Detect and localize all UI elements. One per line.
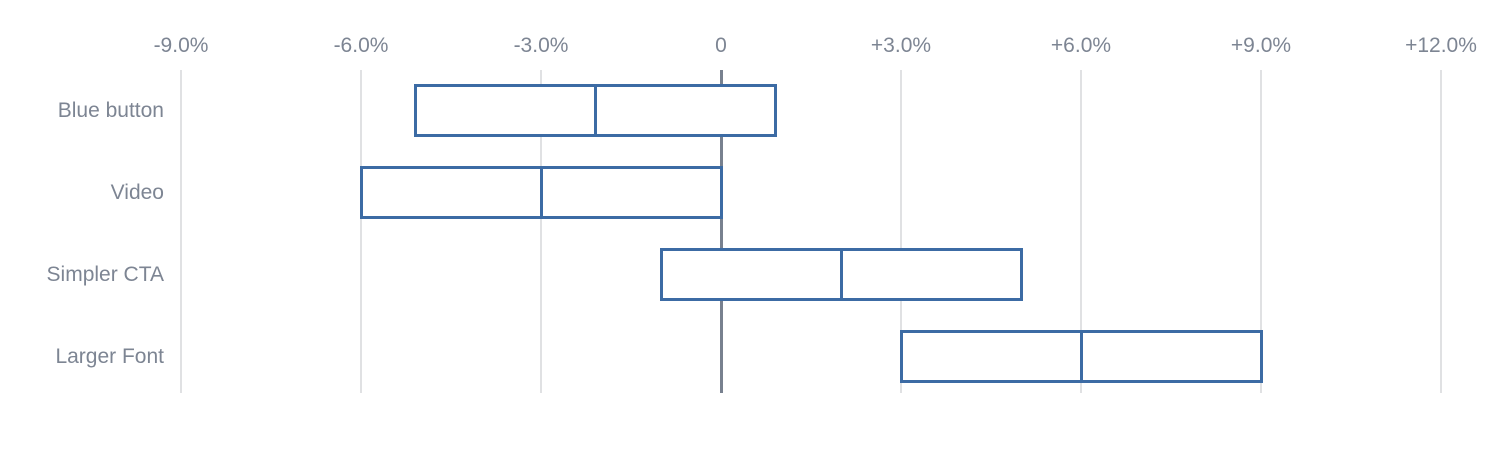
interval-box [899, 330, 1263, 383]
category-label: Blue button [57, 98, 164, 122]
gridline [180, 70, 182, 393]
interval-box [659, 248, 1023, 301]
interval-midpoint-divider [593, 87, 597, 134]
interval-midpoint-divider [539, 169, 543, 216]
category-label: Video [110, 180, 164, 204]
gridline [540, 70, 542, 393]
interval-midpoint-divider [839, 251, 843, 298]
x-axis-tick-label: +9.0% [1230, 34, 1292, 57]
category-label: Simpler CTA [46, 262, 164, 286]
x-axis-tick-label: -3.0% [513, 34, 569, 57]
x-axis-tick-label: +3.0% [870, 34, 932, 57]
zero-axis-line [719, 70, 723, 393]
gridline [1440, 70, 1442, 393]
interval-midpoint-divider [1079, 333, 1083, 380]
x-axis-tick-label: 0 [715, 34, 727, 57]
gridline [1080, 70, 1082, 393]
gridline [360, 70, 362, 393]
gridline [900, 70, 902, 393]
x-axis-tick-label: -9.0% [153, 34, 209, 57]
category-label: Larger Font [55, 344, 164, 368]
gridline [1260, 70, 1262, 393]
interval-box [413, 84, 777, 137]
x-axis-tick-label: +6.0% [1050, 34, 1112, 57]
x-axis-tick-label: +12.0% [1405, 34, 1477, 57]
interval-box [359, 166, 723, 219]
x-axis-tick-label: -6.0% [333, 34, 389, 57]
